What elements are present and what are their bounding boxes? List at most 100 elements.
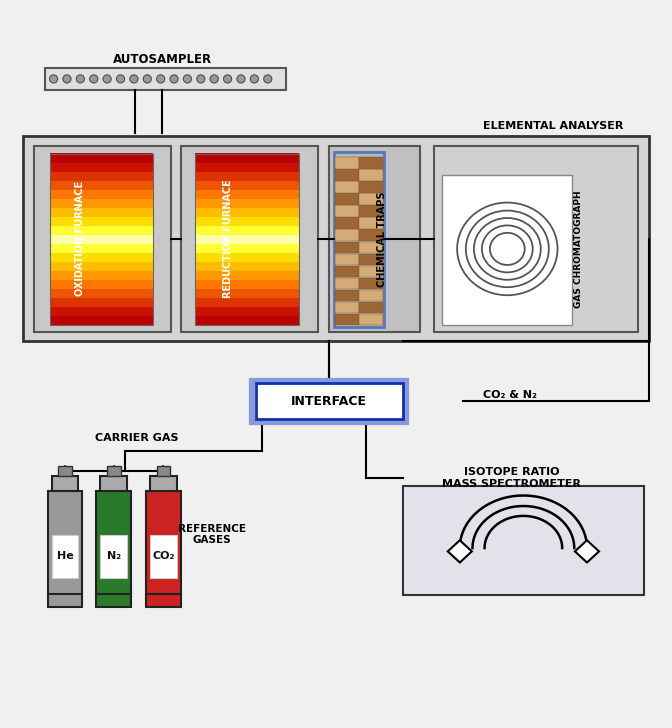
Bar [335, 314, 359, 325]
Text: ELEMENTAL ANALYSER: ELEMENTAL ANALYSER [483, 121, 624, 131]
Circle shape [77, 75, 85, 83]
Bar [360, 242, 383, 253]
Bar [50, 207, 153, 217]
Text: CO₂: CO₂ [152, 551, 175, 561]
Bar [335, 205, 359, 217]
Bar [196, 234, 299, 244]
Bar [58, 467, 72, 476]
Bar [360, 302, 383, 313]
Text: REFERENCE
GASES: REFERENCE GASES [178, 524, 246, 545]
Bar [360, 290, 383, 301]
Text: CHEMICAL TRAPS: CHEMICAL TRAPS [376, 191, 386, 287]
Bar [360, 277, 383, 289]
Bar [100, 534, 127, 578]
Bar [96, 593, 131, 607]
Bar [329, 146, 419, 332]
Bar [196, 154, 299, 325]
Bar [50, 216, 153, 226]
Bar [50, 234, 153, 244]
Text: CARRIER GAS: CARRIER GAS [95, 432, 179, 443]
Circle shape [143, 75, 151, 83]
Bar [335, 302, 359, 313]
Bar [196, 243, 299, 253]
Bar [360, 229, 383, 241]
Bar [335, 229, 359, 241]
Bar [335, 242, 359, 253]
Bar [50, 162, 153, 172]
Bar [50, 280, 153, 289]
Bar [360, 205, 383, 217]
Bar [360, 157, 383, 169]
Circle shape [197, 75, 205, 83]
Bar [150, 476, 177, 491]
Bar [403, 486, 644, 595]
Bar [334, 152, 384, 327]
Circle shape [103, 75, 111, 83]
Bar [96, 491, 131, 595]
Circle shape [63, 75, 71, 83]
Circle shape [90, 75, 97, 83]
Circle shape [251, 75, 258, 83]
Bar [48, 491, 83, 595]
Bar [45, 68, 286, 90]
Circle shape [237, 75, 245, 83]
Bar [196, 181, 299, 190]
Bar [196, 153, 299, 163]
Circle shape [224, 75, 232, 83]
Bar [196, 198, 299, 208]
Bar [50, 306, 153, 316]
Bar [23, 136, 648, 341]
Bar [360, 253, 383, 265]
Bar [335, 290, 359, 301]
Bar [50, 189, 153, 199]
Bar [196, 261, 299, 271]
Bar [196, 270, 299, 280]
Bar [360, 169, 383, 181]
Bar [335, 253, 359, 265]
Bar [196, 280, 299, 289]
Bar [50, 171, 153, 181]
Polygon shape [575, 540, 599, 563]
Bar [335, 266, 359, 277]
Bar [146, 593, 181, 607]
Bar [50, 226, 153, 235]
Circle shape [263, 75, 271, 83]
Circle shape [130, 75, 138, 83]
Bar [50, 270, 153, 280]
Circle shape [157, 75, 165, 83]
Bar [196, 162, 299, 172]
Text: N₂: N₂ [107, 551, 121, 561]
Bar [434, 146, 638, 332]
Bar [48, 593, 83, 607]
Text: GAS CHROMATOGRAPH: GAS CHROMATOGRAPH [574, 190, 583, 308]
Bar [150, 534, 177, 578]
Bar [196, 216, 299, 226]
Bar [360, 194, 383, 205]
Bar [335, 277, 359, 289]
Text: He: He [56, 551, 73, 561]
Bar [196, 315, 299, 325]
Bar [335, 194, 359, 205]
Bar [50, 181, 153, 190]
Bar [335, 218, 359, 229]
Bar [146, 491, 181, 595]
Text: OXIDATION FURNACE: OXIDATION FURNACE [75, 181, 85, 296]
Bar [52, 476, 79, 491]
Bar [360, 181, 383, 193]
Bar [157, 467, 170, 476]
Text: REDUCTION FURNACE: REDUCTION FURNACE [222, 180, 233, 298]
Bar [50, 288, 153, 298]
Bar [335, 169, 359, 181]
Bar [107, 467, 120, 476]
Bar [50, 153, 153, 163]
Bar [50, 243, 153, 253]
Bar [196, 207, 299, 217]
Bar [181, 146, 318, 332]
Bar [253, 381, 407, 422]
Polygon shape [448, 540, 472, 563]
Bar [196, 253, 299, 262]
Bar [196, 298, 299, 307]
Bar [50, 261, 153, 271]
Bar [196, 189, 299, 199]
Circle shape [183, 75, 192, 83]
